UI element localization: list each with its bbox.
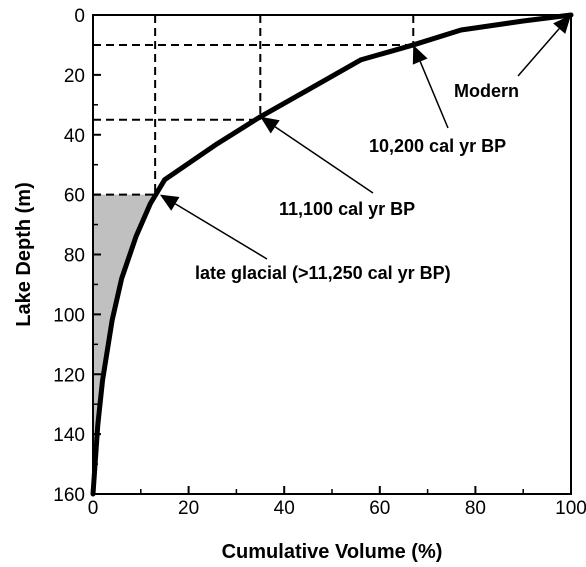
y-tick-label: 160 — [53, 485, 85, 506]
series-layer — [90, 12, 574, 497]
y-tick-label: 40 — [64, 126, 85, 147]
annotation-arrowhead — [412, 44, 428, 65]
y-tick-label: 80 — [64, 246, 85, 267]
shaded-region-layer — [93, 194, 156, 494]
annotation-arrow-shaft — [517, 28, 560, 77]
x-tick-label: 20 — [178, 498, 199, 519]
annotation-arrowhead — [260, 116, 280, 134]
y-tick-label: 0 — [74, 6, 85, 27]
annotation-label: Modern — [454, 81, 519, 101]
reference-lines-layer — [93, 15, 415, 196]
y-tick-label: 100 — [53, 305, 85, 326]
annotation-label: 11,100 cal yr BP — [279, 199, 415, 219]
shaded-region — [93, 194, 156, 494]
annotation-arrow-shaft — [274, 126, 374, 194]
annotations-layer: Modern 10,200 cal yr BP 11,100 cal yr BP la… — [159, 15, 571, 283]
x-tick-label: 0 — [88, 498, 99, 519]
y-tick-label: 60 — [64, 186, 85, 207]
x-axis-title: Cumulative Volume (%) — [222, 541, 443, 563]
x-tick-label: 80 — [465, 498, 486, 519]
series-line — [90, 12, 574, 497]
y-tick-label: 120 — [53, 365, 85, 386]
x-tick-label: 100 — [555, 498, 586, 519]
y-tick-label: 140 — [53, 425, 85, 446]
annotation-arrow-shaft — [419, 61, 449, 129]
y-axis-title: Lake Depth (m) — [13, 182, 35, 326]
ticks-layer: 0 20 40 60 80 100 0 20 40 60 80 100 120 140 160 — [53, 6, 586, 519]
y-tick-label: 20 — [64, 66, 85, 87]
x-tick-label: 40 — [274, 498, 295, 519]
annotation-arrowhead — [159, 194, 180, 211]
annotation-label: 10,200 cal yr BP — [369, 136, 506, 156]
annotation-arrow-shaft — [174, 203, 268, 260]
annotation-arrowhead — [553, 15, 571, 34]
annotation-label: late glacial (>11,250 cal yr BP) — [195, 263, 451, 283]
x-tick-label: 60 — [369, 498, 390, 519]
